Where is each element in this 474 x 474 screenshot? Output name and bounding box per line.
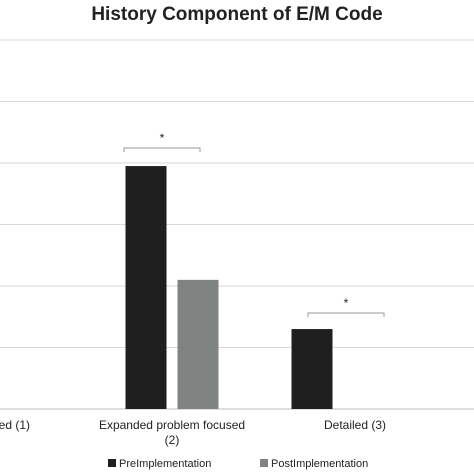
significance-star: *: [344, 296, 349, 310]
legend-label: PostImplementation: [271, 458, 368, 470]
legend-item: PostImplementation: [260, 458, 368, 470]
significance-bracket: *: [123, 131, 201, 152]
legend-swatch: [260, 459, 268, 467]
legend-swatch: [108, 459, 116, 467]
x-tick-label: (2): [165, 433, 180, 447]
x-tick-labels: used (1) Expanded problem focused(2) Detai…: [0, 418, 386, 447]
significance-markers: **: [123, 131, 385, 317]
legend-label: PreImplementation: [119, 458, 211, 470]
gridlines: [0, 39, 474, 410]
x-tick-label: used (1): [0, 418, 30, 432]
legend: PreImplementation PostImplementation: [108, 458, 368, 470]
x-tick-label: Expanded problem focused: [99, 418, 245, 432]
x-tick-label: Detailed (3): [324, 418, 386, 432]
bracket-line: [123, 147, 201, 152]
bars: [125, 166, 333, 409]
significance-star: *: [160, 131, 165, 145]
bar-preimplementation-1: [125, 166, 167, 409]
chart-title: History Component of E/M Code: [91, 4, 382, 25]
bar-postimplementation-1: [177, 279, 219, 409]
bracket-line: [307, 312, 385, 317]
legend-item: PreImplementation: [108, 458, 211, 470]
bar-preimplementation-2: [291, 329, 333, 409]
significance-bracket: *: [307, 296, 385, 317]
